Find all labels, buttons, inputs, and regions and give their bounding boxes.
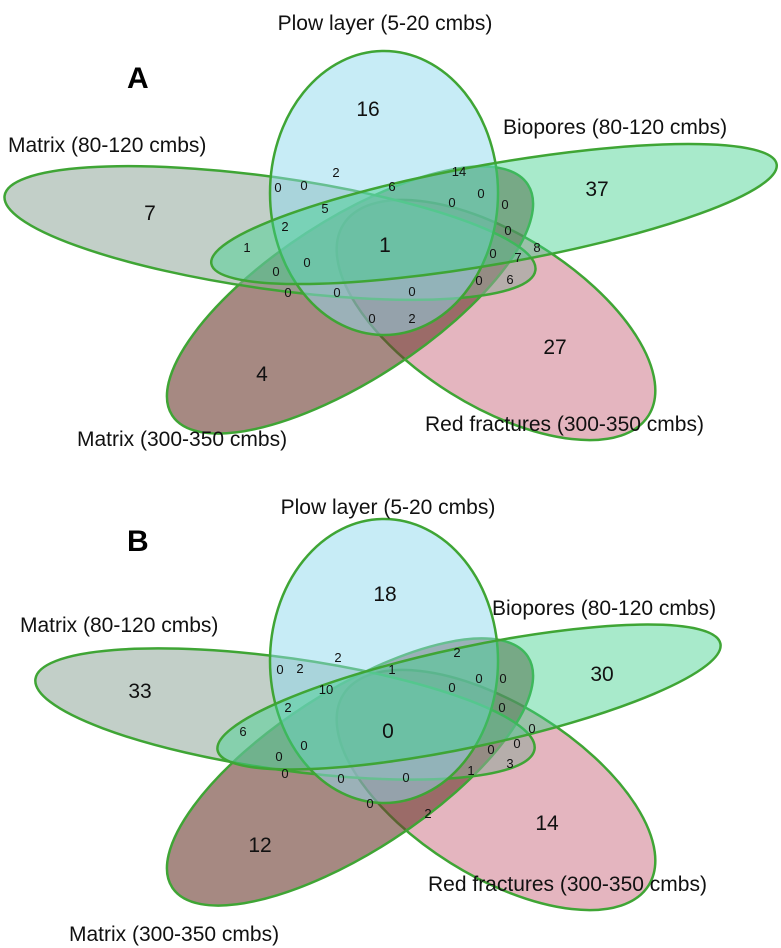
count: 0 — [498, 700, 505, 715]
count: 27 — [543, 336, 566, 359]
count: 14 — [535, 812, 559, 835]
count: 7 — [514, 250, 521, 265]
label-matrix-80: Matrix (80-120 cmbs) — [8, 134, 206, 157]
count: 33 — [128, 680, 151, 703]
label-matrix-80: Matrix (80-120 cmbs) — [20, 614, 218, 637]
count: 0 — [475, 273, 482, 288]
count: 0 — [504, 223, 511, 238]
count: 0 — [487, 742, 494, 757]
count: 2 — [332, 165, 339, 180]
count: 6 — [388, 179, 395, 194]
ellipse-plow-layer — [268, 49, 500, 337]
count: 37 — [585, 178, 608, 201]
count: 1 — [379, 234, 391, 257]
count: 6 — [239, 724, 246, 739]
count: 5 — [321, 201, 328, 216]
count: 0 — [284, 285, 291, 300]
count: 0 — [281, 766, 288, 781]
count: 30 — [590, 663, 613, 686]
count: 0 — [368, 311, 375, 326]
count: 0 — [448, 195, 455, 210]
count: 0 — [499, 671, 506, 686]
count: 0 — [337, 771, 344, 786]
count: 1 — [388, 662, 395, 677]
ellipse-biopores — [216, 623, 722, 771]
count: 0 — [501, 197, 508, 212]
count: 3 — [506, 756, 513, 771]
count: 0 — [300, 178, 307, 193]
label-biopores: Biopores (80-120 cmbs) — [492, 597, 716, 620]
count: 0 — [528, 721, 535, 736]
count: 0 — [382, 720, 394, 743]
count: 10 — [319, 682, 333, 697]
count: 2 — [334, 650, 341, 665]
count: 18 — [373, 583, 396, 606]
count: 0 — [300, 738, 307, 753]
panel-b-letter: B — [127, 525, 149, 558]
count: 0 — [448, 680, 455, 695]
ellipse-plow-layer — [268, 517, 500, 805]
count: 1 — [243, 240, 250, 255]
count: 0 — [333, 285, 340, 300]
count: 8 — [533, 240, 540, 255]
label-plow-layer: Plow layer (5-20 cmbs) — [278, 12, 493, 35]
count: 6 — [506, 272, 513, 287]
count: 16 — [356, 98, 379, 121]
count: 2 — [296, 661, 303, 676]
count: 0 — [475, 671, 482, 686]
count: 0 — [272, 264, 279, 279]
count: 12 — [248, 834, 271, 857]
label-red-fractures: Red fractures (300-350 cmbs) — [428, 873, 707, 896]
label-matrix-300: Matrix (300-350 cmbs) — [77, 428, 287, 451]
count: 14 — [452, 164, 466, 179]
count: 0 — [366, 796, 373, 811]
count: 7 — [144, 202, 156, 225]
panel-a: A Plow layer (5-20 cmbs) Biopores (80-12… — [3, 12, 779, 451]
count: 2 — [284, 700, 291, 715]
count: 0 — [408, 284, 415, 299]
count: 0 — [276, 662, 283, 677]
panel-a-letter: A — [127, 62, 149, 95]
count: 4 — [256, 363, 268, 386]
count: 2 — [281, 219, 288, 234]
count: 0 — [275, 749, 282, 764]
label-matrix-300: Matrix (300-350 cmbs) — [69, 923, 279, 946]
count: 0 — [477, 186, 484, 201]
count: 2 — [453, 645, 460, 660]
ellipse-biopores — [209, 142, 779, 286]
label-biopores: Biopores (80-120 cmbs) — [503, 116, 727, 139]
count: 0 — [274, 180, 281, 195]
count: 0 — [303, 255, 310, 270]
count: 0 — [402, 770, 409, 785]
label-red-fractures: Red fractures (300-350 cmbs) — [425, 413, 704, 436]
count: 0 — [513, 736, 520, 751]
count: 2 — [408, 311, 415, 326]
count: 2 — [424, 806, 431, 821]
panel-b: B Plow layer (5-20 cmbs) Biopores (80-12… — [20, 496, 722, 946]
label-plow-layer: Plow layer (5-20 cmbs) — [281, 496, 496, 519]
count: 1 — [467, 763, 474, 778]
count: 0 — [489, 246, 496, 261]
